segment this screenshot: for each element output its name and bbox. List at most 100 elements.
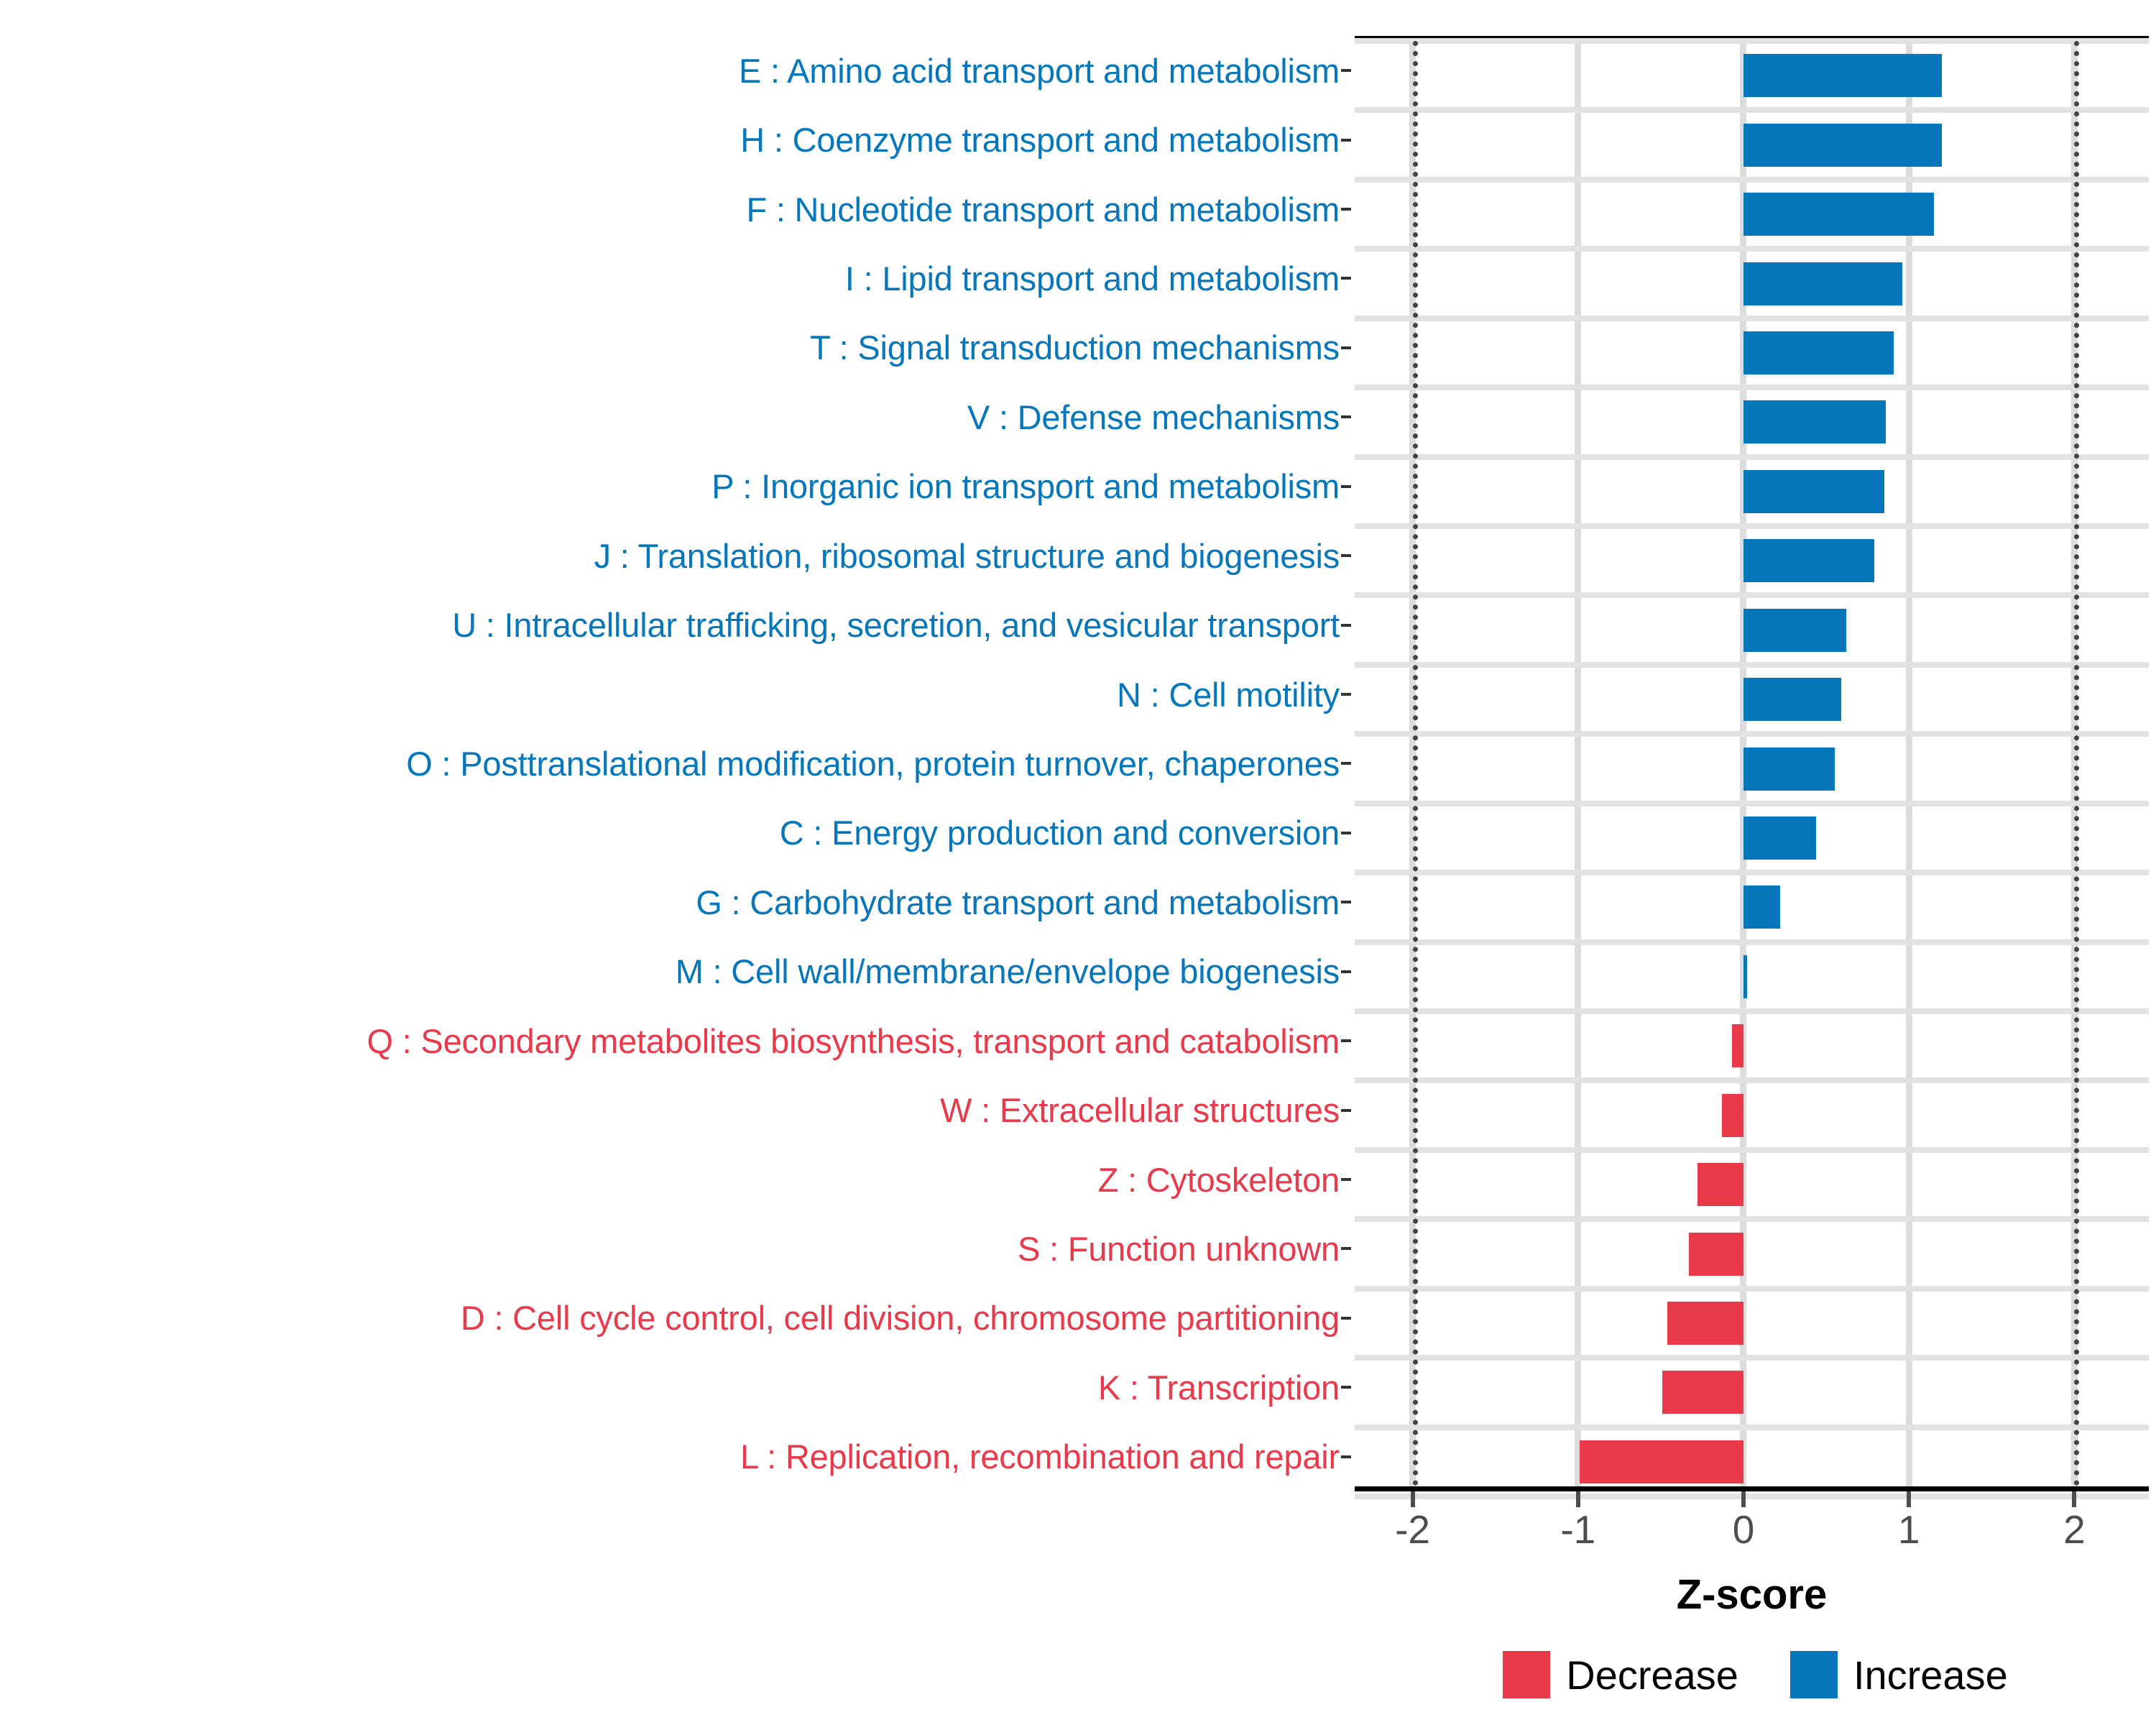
y-axis-tick — [1341, 208, 1351, 211]
horizontal-gridline — [1355, 1424, 2149, 1430]
horizontal-gridline — [1355, 1077, 2149, 1084]
bar[interactable] — [1743, 469, 1884, 513]
x-axis-tick-label: -1 — [1560, 1507, 1596, 1552]
horizontal-gridline — [1355, 1494, 2149, 1499]
bar[interactable] — [1743, 123, 1943, 167]
y-axis-tick — [1341, 1455, 1351, 1458]
category-label: C : Energy production and conversion — [779, 814, 1340, 852]
category-label-row: I : Lipid transport and metabolism — [0, 244, 1351, 313]
horizontal-gridline — [1355, 800, 2149, 806]
vertical-gridline — [1905, 41, 1912, 1486]
horizontal-gridline — [1355, 1008, 2149, 1014]
bar[interactable] — [1743, 331, 1894, 374]
category-label-row: D : Cell cycle control, cell division, c… — [0, 1284, 1351, 1353]
legend-item[interactable]: Increase — [1789, 1651, 2008, 1698]
horizontal-gridline — [1355, 107, 2149, 114]
category-label-row: N : Cell motility — [0, 660, 1351, 729]
bar[interactable] — [1743, 400, 1886, 444]
bar[interactable] — [1743, 816, 1817, 860]
bar[interactable] — [1743, 747, 1835, 791]
horizontal-gridline — [1355, 315, 2149, 321]
category-label: I : Lipid transport and metabolism — [844, 259, 1340, 298]
bar[interactable] — [1697, 1163, 1743, 1207]
y-axis-tick — [1341, 1178, 1351, 1182]
y-axis-tick — [1341, 1039, 1351, 1043]
category-label-row: M : Cell wall/membrane/envelope biogenes… — [0, 937, 1351, 1006]
horizontal-gridline — [1355, 523, 2149, 529]
legend: Decrease Increase — [1355, 1642, 2156, 1707]
horizontal-gridline — [1355, 731, 2149, 737]
category-label: V : Defense mechanisms — [967, 397, 1340, 436]
y-axis-tick — [1341, 1247, 1351, 1251]
bar[interactable] — [1667, 1301, 1743, 1345]
category-label: S : Function unknown — [1018, 1229, 1340, 1268]
category-label-row: S : Function unknown — [0, 1214, 1351, 1283]
y-axis-tick — [1341, 970, 1351, 973]
horizontal-gridline — [1355, 592, 2149, 599]
horizontal-gridline — [1355, 1285, 2149, 1292]
x-axis-tick-label: -2 — [1395, 1507, 1431, 1552]
category-label: G : Carbohydrate transport and metabolis… — [696, 883, 1340, 921]
bar[interactable] — [1743, 262, 1902, 305]
x-axis-tick-label: 0 — [1732, 1507, 1755, 1552]
plot-panel — [1355, 36, 2149, 1499]
x-axis-title: Z-score — [1676, 1571, 1828, 1618]
category-label-row: U : Intracellular trafficking, secretion… — [0, 590, 1351, 659]
vertical-gridline — [1575, 41, 1582, 1486]
horizontal-gridline — [1355, 246, 2149, 252]
bar[interactable] — [1743, 54, 1943, 98]
bar[interactable] — [1743, 886, 1780, 929]
legend-color-swatch — [1789, 1651, 1838, 1698]
bar[interactable] — [1743, 193, 1934, 236]
reference-line — [1412, 41, 1418, 1486]
horizontal-gridline — [1355, 1355, 2149, 1361]
category-label-row: L : Replication, recombination and repai… — [0, 1422, 1351, 1491]
category-label: W : Extracellular structures — [940, 1091, 1340, 1130]
x-axis: -2 -1 0 1 2 — [1355, 1491, 2149, 1585]
category-label-row: W : Extracellular structures — [0, 1075, 1351, 1144]
bar[interactable] — [1743, 539, 1874, 583]
legend-label: Decrease — [1566, 1652, 1738, 1698]
y-axis-tick — [1341, 693, 1351, 696]
category-label-column: E : Amino acid transport and metabolism H… — [0, 36, 1351, 1491]
y-axis-tick — [1341, 831, 1351, 834]
category-label-row: Z : Cytoskeleton — [0, 1145, 1351, 1214]
category-label-row: Q : Secondary metabolites biosynthesis, … — [0, 1006, 1351, 1075]
category-label-row: C : Energy production and conversion — [0, 799, 1351, 868]
bar[interactable] — [1689, 1232, 1743, 1276]
horizontal-gridline — [1355, 385, 2149, 391]
x-axis-tick — [1741, 1491, 1746, 1507]
bar[interactable] — [1731, 1024, 1743, 1068]
category-label-row: P : Inorganic ion transport and metaboli… — [0, 452, 1351, 521]
category-label: U : Intracellular trafficking, secretion… — [452, 606, 1340, 645]
category-label: F : Nucleotide transport and metabolism — [746, 190, 1340, 229]
category-label: J : Translation, ribosomal structure and… — [594, 536, 1340, 575]
bar[interactable] — [1580, 1440, 1743, 1484]
category-label-row: F : Nucleotide transport and metabolism — [0, 175, 1351, 244]
category-label: O : Posttranslational modification, prot… — [406, 744, 1340, 783]
horizontal-gridline — [1355, 870, 2149, 876]
legend-color-swatch — [1503, 1651, 1551, 1698]
category-label-row: T : Signal transduction mechanisms — [0, 313, 1351, 382]
bar[interactable] — [1662, 1371, 1743, 1414]
bar[interactable] — [1743, 678, 1841, 722]
y-axis-tick — [1341, 346, 1351, 349]
category-label: Q : Secondary metabolites biosynthesis, … — [367, 1021, 1340, 1060]
category-label: N : Cell motility — [1117, 675, 1340, 714]
horizontal-gridline — [1355, 38, 2149, 44]
bar[interactable] — [1743, 954, 1747, 998]
horizontal-gridline — [1355, 454, 2149, 460]
bar[interactable] — [1722, 1093, 1743, 1137]
category-label: L : Replication, recombination and repai… — [740, 1438, 1340, 1476]
category-label: D : Cell cycle control, cell division, c… — [460, 1299, 1340, 1338]
y-axis-tick — [1341, 277, 1351, 280]
bar[interactable] — [1743, 608, 1846, 652]
category-label: E : Amino acid transport and metabolism — [739, 51, 1340, 90]
category-label: M : Cell wall/membrane/envelope biogenes… — [675, 952, 1340, 991]
y-axis-tick — [1341, 623, 1351, 627]
category-label-row: H : Coenzyme transport and metabolism — [0, 105, 1351, 174]
category-label-row: G : Carbohydrate transport and metabolis… — [0, 868, 1351, 937]
legend-item[interactable]: Decrease — [1503, 1651, 1738, 1698]
y-axis-tick — [1341, 1316, 1351, 1320]
